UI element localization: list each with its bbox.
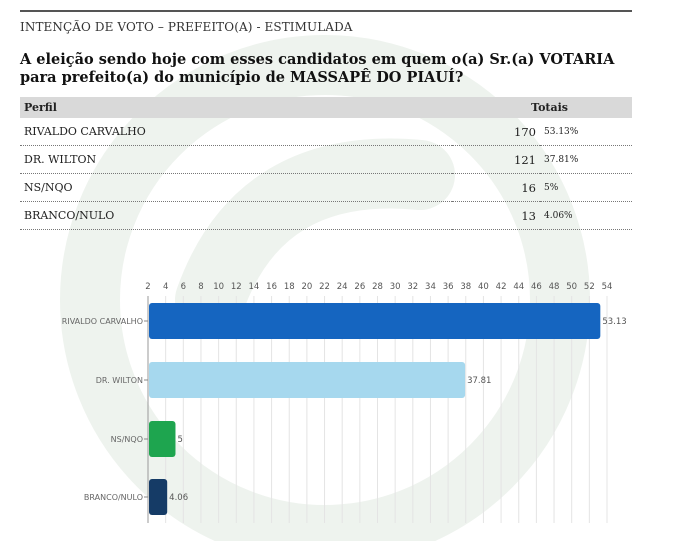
x-tick-label: 16 [266, 282, 277, 292]
x-tick-label: 50 [566, 282, 577, 292]
bar [149, 421, 176, 457]
header-totals: Totais [452, 97, 632, 118]
category-label: RIVALDO CARVALHO [62, 317, 143, 326]
category-label: BRANCO/NULO [84, 493, 143, 502]
x-tick-label: 38 [460, 282, 471, 292]
table-header-row: Perfil Totais [20, 97, 632, 118]
x-tick-label: 32 [407, 282, 418, 292]
row-label: BRANCO/NULO [20, 201, 452, 230]
x-tick-label: 54 [602, 282, 613, 292]
row-count: 170 [452, 118, 540, 146]
row-count: 16 [452, 173, 540, 202]
table-row: DR. WILTON 121 37.81% [20, 145, 632, 174]
x-tick-label: 36 [443, 282, 454, 292]
data-label: 53.13 [602, 317, 626, 327]
x-tick-label: 42 [496, 282, 507, 292]
x-tick-label: 40 [478, 282, 489, 292]
bar [149, 362, 466, 398]
category-label: DR. WILTON [96, 376, 143, 385]
table-row: NS/NQO 16 5% [20, 173, 632, 202]
x-tick-label: 24 [337, 282, 348, 292]
x-tick-label: 52 [584, 282, 595, 292]
question-text: A eleição sendo hoje com esses candidato… [20, 51, 615, 86]
x-tick-label: 22 [319, 282, 330, 292]
row-label: DR. WILTON [20, 145, 452, 174]
x-tick-label: 8 [198, 282, 203, 292]
x-tick-label: 30 [390, 282, 401, 292]
x-tick-label: 46 [531, 282, 542, 292]
x-tick-label: 26 [354, 282, 365, 292]
category-label: NS/NQO [111, 435, 143, 444]
table-row: BRANCO/NULO 13 4.06% [20, 201, 632, 230]
x-tick-label: 2 [145, 282, 150, 292]
x-tick-label: 6 [181, 282, 186, 292]
x-tick-label: 10 [213, 282, 224, 292]
row-count: 13 [452, 201, 540, 230]
row-label: RIVALDO CARVALHO [20, 118, 452, 146]
top-rule [20, 10, 632, 12]
bar [149, 303, 601, 339]
row-label: NS/NQO [20, 173, 452, 202]
data-label: 37.81 [467, 376, 491, 386]
section-label: INTENÇÃO DE VOTO – PREFEITO(A) - ESTIMUL… [20, 20, 353, 34]
x-tick-label: 14 [249, 282, 260, 292]
x-tick-label: 18 [284, 282, 295, 292]
x-tick-label: 12 [231, 282, 242, 292]
row-percent: 53.13% [540, 118, 632, 146]
row-percent: 5% [540, 173, 632, 202]
x-tick-label: 4 [163, 282, 168, 292]
row-percent: 37.81% [540, 145, 632, 174]
x-tick-label: 34 [425, 282, 436, 292]
x-tick-label: 20 [301, 282, 312, 292]
x-tick-label: 48 [549, 282, 560, 292]
results-table: Perfil Totais RIVALDO CARVALHO 170 53.13… [20, 97, 632, 230]
data-label: 5 [177, 435, 182, 445]
x-tick-label: 44 [513, 282, 524, 292]
bar [149, 479, 168, 515]
row-percent: 4.06% [540, 201, 632, 230]
table-row: RIVALDO CARVALHO 170 53.13% [20, 118, 632, 146]
row-count: 121 [452, 145, 540, 174]
data-label: 4.06 [169, 493, 188, 503]
header-profile: Perfil [20, 97, 452, 118]
x-tick-label: 28 [372, 282, 383, 292]
